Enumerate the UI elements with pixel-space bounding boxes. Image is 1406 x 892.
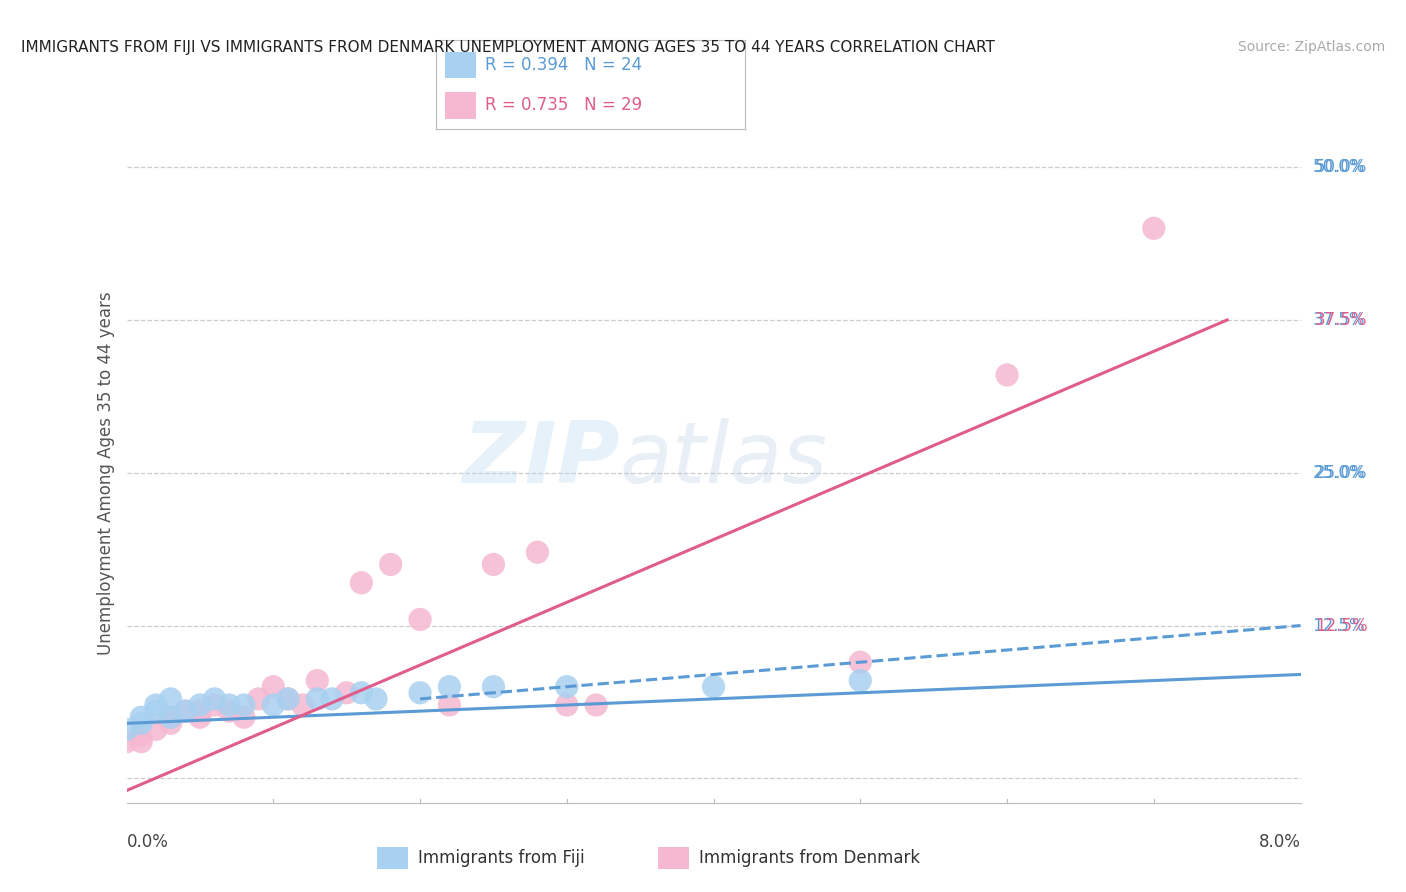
Point: [145, 698, 167, 712]
Point: [232, 698, 256, 712]
Point: [218, 698, 240, 712]
Point: [145, 704, 167, 718]
Point: [115, 734, 138, 748]
Point: [439, 698, 461, 712]
Text: atlas: atlas: [620, 418, 828, 501]
Point: [174, 704, 197, 718]
Text: 50.0%: 50.0%: [1312, 158, 1365, 176]
Point: [129, 716, 152, 731]
Point: [159, 716, 181, 731]
Point: [350, 575, 373, 590]
Text: 25.0%: 25.0%: [1315, 464, 1367, 482]
Point: [188, 704, 211, 718]
Text: 8.0%: 8.0%: [1258, 833, 1301, 851]
FancyBboxPatch shape: [446, 52, 477, 78]
Point: [159, 692, 181, 706]
Point: [1143, 221, 1166, 235]
Text: 0.0%: 0.0%: [127, 833, 169, 851]
Point: [174, 704, 197, 718]
Point: [526, 545, 548, 559]
Point: [115, 723, 138, 737]
Point: [409, 686, 432, 700]
Point: [849, 673, 872, 688]
Point: [585, 698, 607, 712]
Text: 37.5%: 37.5%: [1315, 311, 1367, 329]
Point: [321, 692, 343, 706]
Point: [159, 710, 181, 724]
Point: [277, 692, 299, 706]
Point: [849, 655, 872, 669]
Point: [232, 710, 256, 724]
Text: 50.0%: 50.0%: [1315, 158, 1367, 176]
Text: Source: ZipAtlas.com: Source: ZipAtlas.com: [1237, 40, 1385, 54]
Point: [555, 698, 578, 712]
Point: [204, 698, 226, 712]
Point: [129, 734, 152, 748]
Point: [350, 686, 373, 700]
Text: IMMIGRANTS FROM FIJI VS IMMIGRANTS FROM DENMARK UNEMPLOYMENT AMONG AGES 35 TO 44: IMMIGRANTS FROM FIJI VS IMMIGRANTS FROM …: [21, 40, 995, 55]
Text: Immigrants from Fiji: Immigrants from Fiji: [418, 849, 585, 867]
Point: [262, 680, 284, 694]
Point: [277, 692, 299, 706]
Text: Immigrants from Denmark: Immigrants from Denmark: [699, 849, 920, 867]
Point: [307, 692, 329, 706]
Point: [188, 710, 211, 724]
Point: [702, 680, 725, 694]
Point: [204, 692, 226, 706]
Point: [307, 673, 329, 688]
Text: 25.0%: 25.0%: [1312, 464, 1365, 482]
Y-axis label: Unemployment Among Ages 35 to 44 years: Unemployment Among Ages 35 to 44 years: [97, 291, 115, 655]
Point: [247, 692, 270, 706]
Point: [380, 558, 402, 572]
Text: 12.5%: 12.5%: [1312, 616, 1365, 634]
Point: [482, 558, 505, 572]
Point: [482, 680, 505, 694]
Point: [555, 680, 578, 694]
Point: [188, 698, 211, 712]
Point: [129, 729, 152, 743]
Point: [995, 368, 1018, 382]
FancyBboxPatch shape: [446, 92, 477, 119]
Text: R = 0.394   N = 24: R = 0.394 N = 24: [485, 56, 643, 74]
Point: [409, 612, 432, 626]
Point: [336, 686, 359, 700]
Point: [145, 723, 167, 737]
Point: [218, 704, 240, 718]
Point: [439, 680, 461, 694]
Text: R = 0.735   N = 29: R = 0.735 N = 29: [485, 96, 643, 114]
Text: 12.5%: 12.5%: [1315, 616, 1367, 634]
Point: [262, 698, 284, 712]
Point: [364, 692, 387, 706]
Text: ZIP: ZIP: [463, 418, 620, 501]
Point: [291, 698, 314, 712]
Text: 37.5%: 37.5%: [1312, 311, 1365, 329]
Point: [159, 710, 181, 724]
Point: [129, 710, 152, 724]
